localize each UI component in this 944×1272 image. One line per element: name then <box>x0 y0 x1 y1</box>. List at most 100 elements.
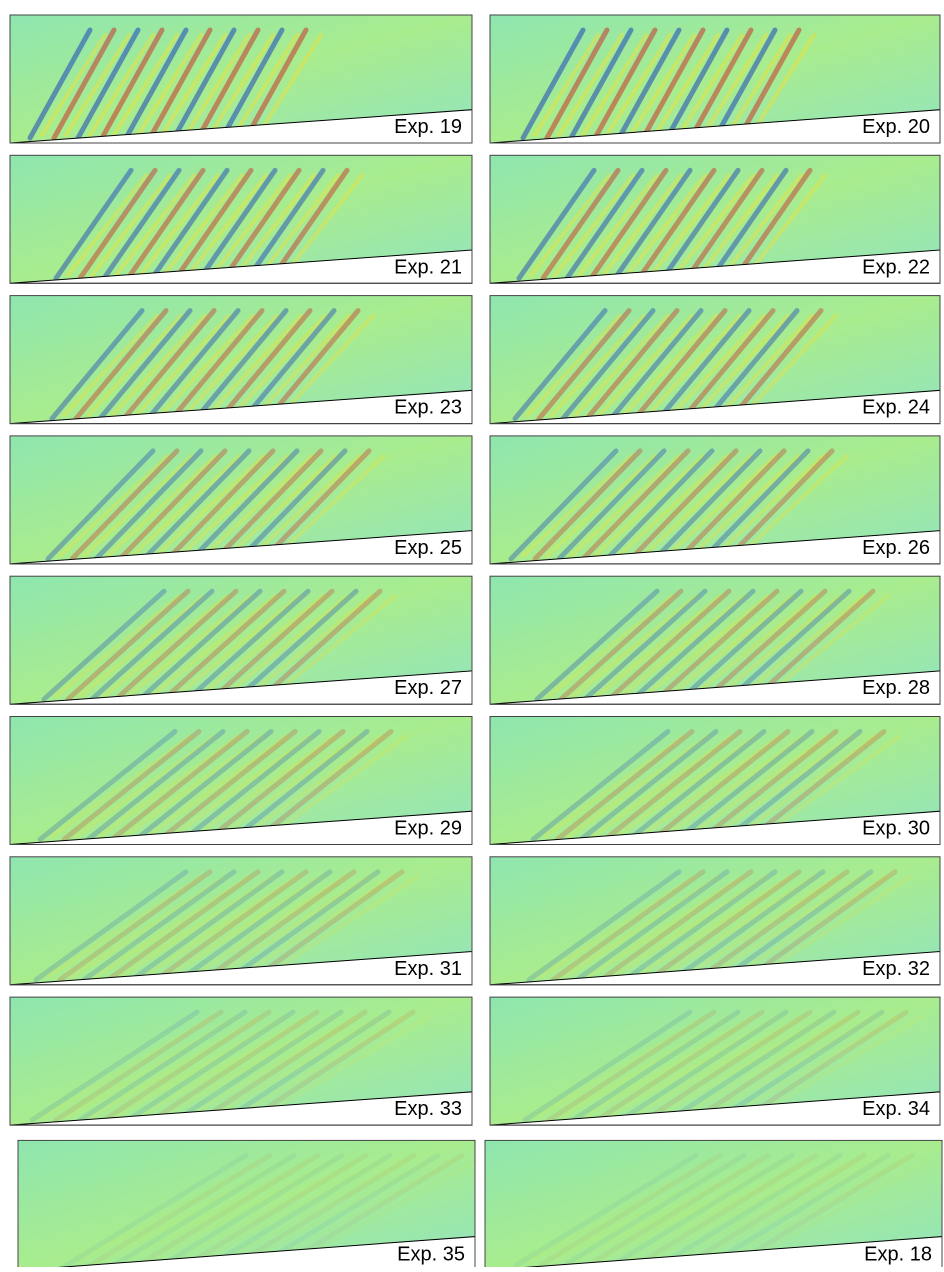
wave-stripe <box>114 173 196 278</box>
wave-stripe <box>78 594 205 699</box>
wave-stripe <box>715 594 842 699</box>
wave-stripe <box>141 448 252 562</box>
wave-stripe <box>631 1015 803 1120</box>
panel: Exp. 22 <box>489 154 941 284</box>
wave-stripe <box>574 1158 761 1265</box>
wave-stripe <box>731 874 888 979</box>
wave-stripe <box>97 308 193 422</box>
wave-stripe <box>738 1009 909 1123</box>
wave-stripe <box>608 308 704 422</box>
wave-stripe <box>654 588 780 702</box>
wave-stripe <box>711 734 853 839</box>
wave-stripe <box>683 874 840 979</box>
wave-stripe <box>121 308 217 422</box>
wave-stripe <box>703 1015 875 1120</box>
panel: Exp. 24 <box>489 295 941 425</box>
wave-stripe <box>170 734 312 839</box>
wave-stripe <box>736 27 802 141</box>
panel: Exp. 18 <box>484 1139 943 1271</box>
wave-stripe <box>676 448 787 562</box>
wave-stripe <box>160 33 227 137</box>
wave-stripe <box>729 1152 915 1268</box>
wave-stripe <box>166 874 323 979</box>
wave-stripe <box>225 869 381 983</box>
wave-stripe <box>701 33 768 137</box>
wave-stripe <box>110 313 207 418</box>
wave-stripe <box>521 453 633 558</box>
wave-stripe <box>279 1152 465 1268</box>
wave-stripe <box>563 874 720 979</box>
wave-stripe <box>184 33 251 137</box>
wave-stripe <box>246 594 373 699</box>
wave-stripe <box>611 874 768 979</box>
wave-stripe <box>607 1015 779 1120</box>
wave-stripe <box>724 448 835 562</box>
panel-label: Exp. 28 <box>862 677 930 699</box>
wave-stripe <box>558 588 684 702</box>
wave-stripe <box>535 1015 707 1120</box>
wave-stripe <box>178 453 290 558</box>
wave-stripe <box>666 1009 837 1123</box>
wave-stripe <box>606 588 732 702</box>
wave-stripe <box>214 874 371 979</box>
wave-stripe <box>50 734 192 839</box>
wave-stripe <box>98 734 240 839</box>
wave-stripe <box>602 729 743 842</box>
wave-stripe <box>543 734 685 839</box>
wave-stripe <box>525 313 622 418</box>
wave-stripe <box>617 453 729 558</box>
panel-frame <box>9 154 473 284</box>
wave-stripe <box>670 1158 857 1265</box>
wave-stripe <box>69 448 180 562</box>
wave-stripe <box>134 313 231 418</box>
wave-stripe <box>564 167 645 281</box>
wave-stripe <box>568 27 634 141</box>
wave-stripe <box>665 453 777 558</box>
wave-stripe <box>604 448 715 562</box>
panel: Exp. 21 <box>9 154 473 284</box>
wave-stripe <box>154 453 266 558</box>
wave-stripe <box>717 313 814 418</box>
wave-stripe <box>146 734 288 839</box>
wave-stripe <box>113 588 239 702</box>
wave-stripe <box>102 594 229 699</box>
wave-stripe <box>537 1152 723 1268</box>
wave-stripe <box>255 1152 441 1268</box>
wave-stripe <box>189 448 300 562</box>
wave-stripe <box>158 313 255 418</box>
wave-stripe <box>122 734 264 839</box>
wave-stripe <box>249 869 405 983</box>
wave-stripe <box>657 1152 843 1268</box>
wave-stripe <box>53 1009 224 1123</box>
wave-stripe <box>728 308 824 422</box>
wave-stripe <box>282 173 364 278</box>
wave-stripe <box>177 869 333 983</box>
wave-stripe <box>570 1009 741 1123</box>
wave-stripe <box>129 869 285 983</box>
wave-stripe <box>73 308 169 422</box>
wave-stripe <box>145 308 241 422</box>
wave-stripe <box>157 729 298 842</box>
wave-stripe <box>193 308 289 422</box>
wave-stripe <box>707 874 864 979</box>
wave-stripe <box>655 1015 827 1120</box>
wave-stripe <box>684 167 765 281</box>
wave-stripe <box>101 1009 272 1123</box>
wave-stripe <box>656 308 752 422</box>
wave-stripe <box>245 1009 416 1123</box>
wave-stripe <box>153 869 309 983</box>
wave-stripe <box>173 167 254 281</box>
wave-stripe <box>150 594 277 699</box>
wave-stripe <box>117 448 228 562</box>
wave-stripe <box>688 27 754 141</box>
panel-frame <box>489 14 941 144</box>
wave-stripe <box>597 313 694 418</box>
wave-stripe <box>742 869 898 983</box>
wave-stripe <box>713 453 825 558</box>
wave-stripe <box>63 1152 249 1268</box>
wave-stripe <box>76 1158 263 1265</box>
panel-frame <box>9 716 473 845</box>
wave-stripe <box>53 167 134 281</box>
wave-stripe <box>66 1015 238 1120</box>
